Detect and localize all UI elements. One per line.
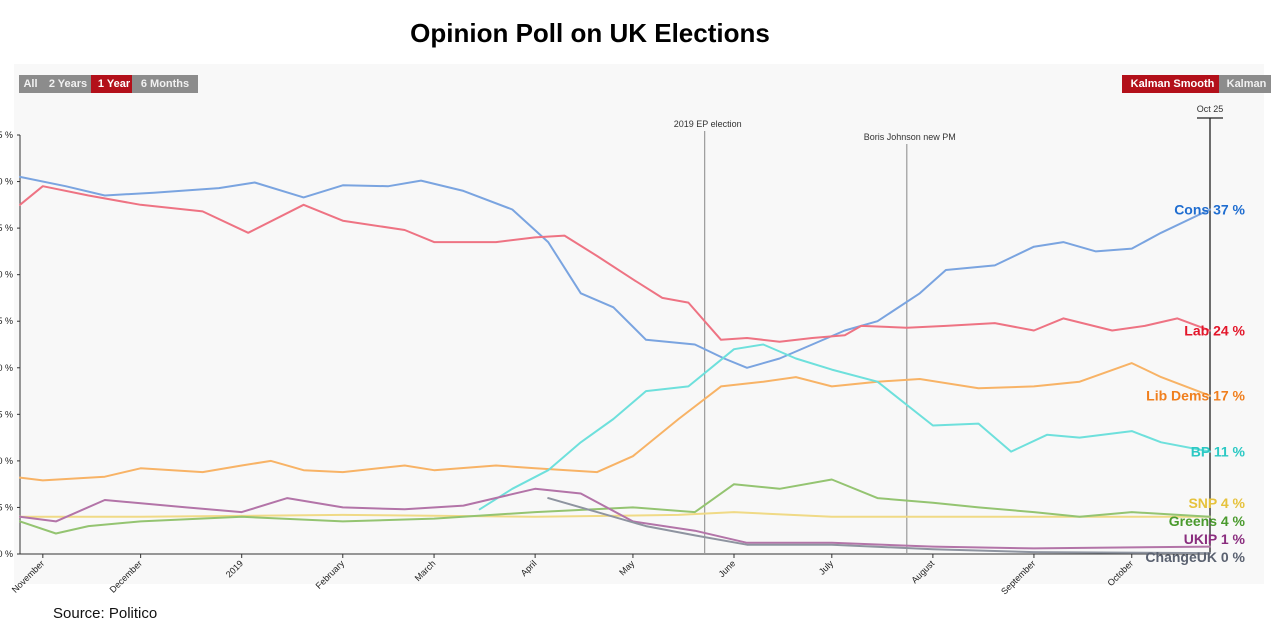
range-1-year-button[interactable]: 1 Year [91, 75, 137, 93]
annotation-label: Oct 25 [1197, 104, 1224, 114]
x-tick-label: July [817, 558, 836, 577]
end-label-ukip: UKIP 1 % [1184, 531, 1246, 547]
plot-background [14, 64, 1264, 584]
end-label-cons: Cons 37 % [1174, 202, 1245, 218]
series-line-lab [19, 185, 1211, 343]
chart-title: Opinion Poll on UK Elections [410, 18, 770, 48]
source-note: Source: Politico [53, 605, 158, 622]
annotation-label: 2019 EP election [674, 119, 742, 129]
x-tick-label: October [1105, 558, 1135, 588]
y-tick-label: 45 % [0, 130, 13, 140]
x-tick-label: September [999, 558, 1037, 596]
y-tick-label: 10 % [0, 456, 13, 466]
end-label-bp: BP 11 % [1191, 444, 1246, 460]
y-tick-label: 25 % [0, 316, 13, 326]
range-2-years-button[interactable]: 2 Years [41, 75, 95, 93]
series-line-snp [19, 511, 1211, 518]
range-6-months-button[interactable]: 6 Months [132, 75, 198, 93]
series-line-bp [478, 343, 1211, 511]
end-label-snp: SNP 4 % [1188, 495, 1245, 511]
x-tick-label: March [413, 558, 438, 583]
x-tick-label: December [108, 558, 144, 594]
x-tick-label: 2019 [224, 558, 245, 579]
end-label-lib-dems: Lib Dems 17 % [1146, 388, 1245, 404]
y-tick-label: 15 % [0, 409, 13, 419]
y-tick-label: 20 % [0, 363, 13, 373]
series-line-cons [19, 175, 1211, 369]
y-tick-label: 35 % [0, 223, 13, 233]
x-tick-label: February [314, 558, 347, 591]
kalman-smooth-button[interactable]: Kalman Smooth [1122, 75, 1223, 93]
series-line-lib-dems [19, 362, 1211, 482]
series-line-ukip [19, 487, 1211, 550]
series-line-greens [19, 478, 1211, 535]
end-label-changeuk: ChangeUK 0 % [1145, 549, 1245, 565]
end-label-lab: Lab 24 % [1184, 323, 1245, 339]
end-label-greens: Greens 4 % [1169, 513, 1246, 529]
y-tick-label: 0 % [0, 549, 13, 559]
y-tick-label: 5 % [0, 502, 13, 512]
x-tick-label: April [519, 558, 539, 578]
annotation-label: Boris Johnson new PM [864, 132, 956, 142]
y-tick-label: 30 % [0, 270, 13, 280]
series-line-changeuk [547, 497, 1211, 555]
kalman-button[interactable]: Kalman [1219, 75, 1271, 93]
x-tick-label: November [10, 558, 46, 594]
x-tick-label: May [617, 558, 636, 577]
y-tick-label: 40 % [0, 177, 13, 187]
x-tick-label: June [717, 558, 738, 579]
x-tick-label: August [909, 558, 936, 585]
range-all-button[interactable]: All [19, 75, 42, 93]
